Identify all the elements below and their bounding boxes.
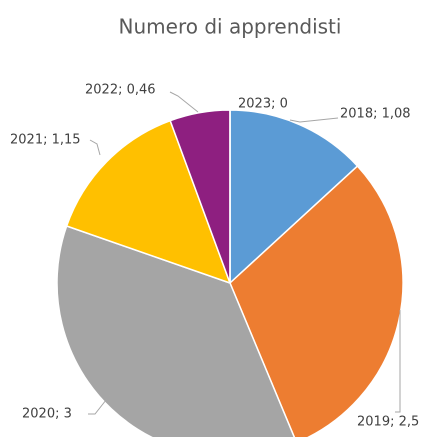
leader-line: [88, 394, 111, 415]
data-label: 2023; 0: [238, 97, 288, 112]
data-label: 2018; 1,08: [340, 107, 411, 122]
leader-line: [169, 91, 199, 113]
chart-title: Numero di apprendisti: [119, 15, 342, 39]
leader-line: [395, 310, 401, 413]
pie-slice: [229, 165, 404, 437]
data-label: 2022; 0,46: [85, 83, 156, 98]
leader-line: [89, 139, 101, 156]
pie-slice: [56, 225, 296, 437]
pie-slice: [65, 119, 232, 285]
pie-slice: [229, 109, 359, 285]
data-label: 2021; 1,15: [10, 133, 81, 148]
data-label: 2020; 3: [22, 407, 72, 422]
data-label: 2019; 2,5: [357, 415, 419, 430]
leader-line: [289, 117, 339, 123]
